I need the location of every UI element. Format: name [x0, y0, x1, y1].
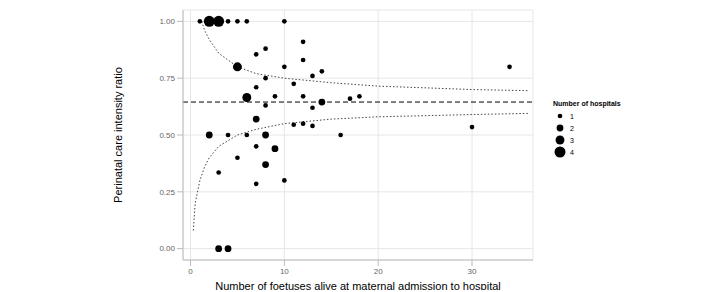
svg-text:30: 30	[468, 267, 477, 276]
svg-text:0.75: 0.75	[159, 74, 175, 83]
svg-text:0.25: 0.25	[159, 188, 175, 197]
html-text:2: 2	[570, 124, 574, 132]
svg-text:10: 10	[280, 267, 289, 276]
html-text:4: 4	[570, 148, 574, 156]
svg-text:0.00: 0.00	[159, 244, 175, 253]
svg-text:1.00: 1.00	[159, 17, 175, 26]
svg-text:20: 20	[374, 267, 383, 276]
html-text:Number of hospitals: Number of hospitals	[553, 100, 621, 107]
svg-text:Perinatal care intensity ratio: Perinatal care intensity ratio	[112, 67, 124, 203]
svg-text:0: 0	[188, 267, 193, 276]
svg-text:Number of foetuses alive at ma: Number of foetuses alive at maternal adm…	[215, 280, 501, 290]
html-text:1: 1	[570, 112, 574, 120]
html-text:3: 3	[570, 136, 574, 144]
svg-text:0.50: 0.50	[159, 131, 175, 140]
